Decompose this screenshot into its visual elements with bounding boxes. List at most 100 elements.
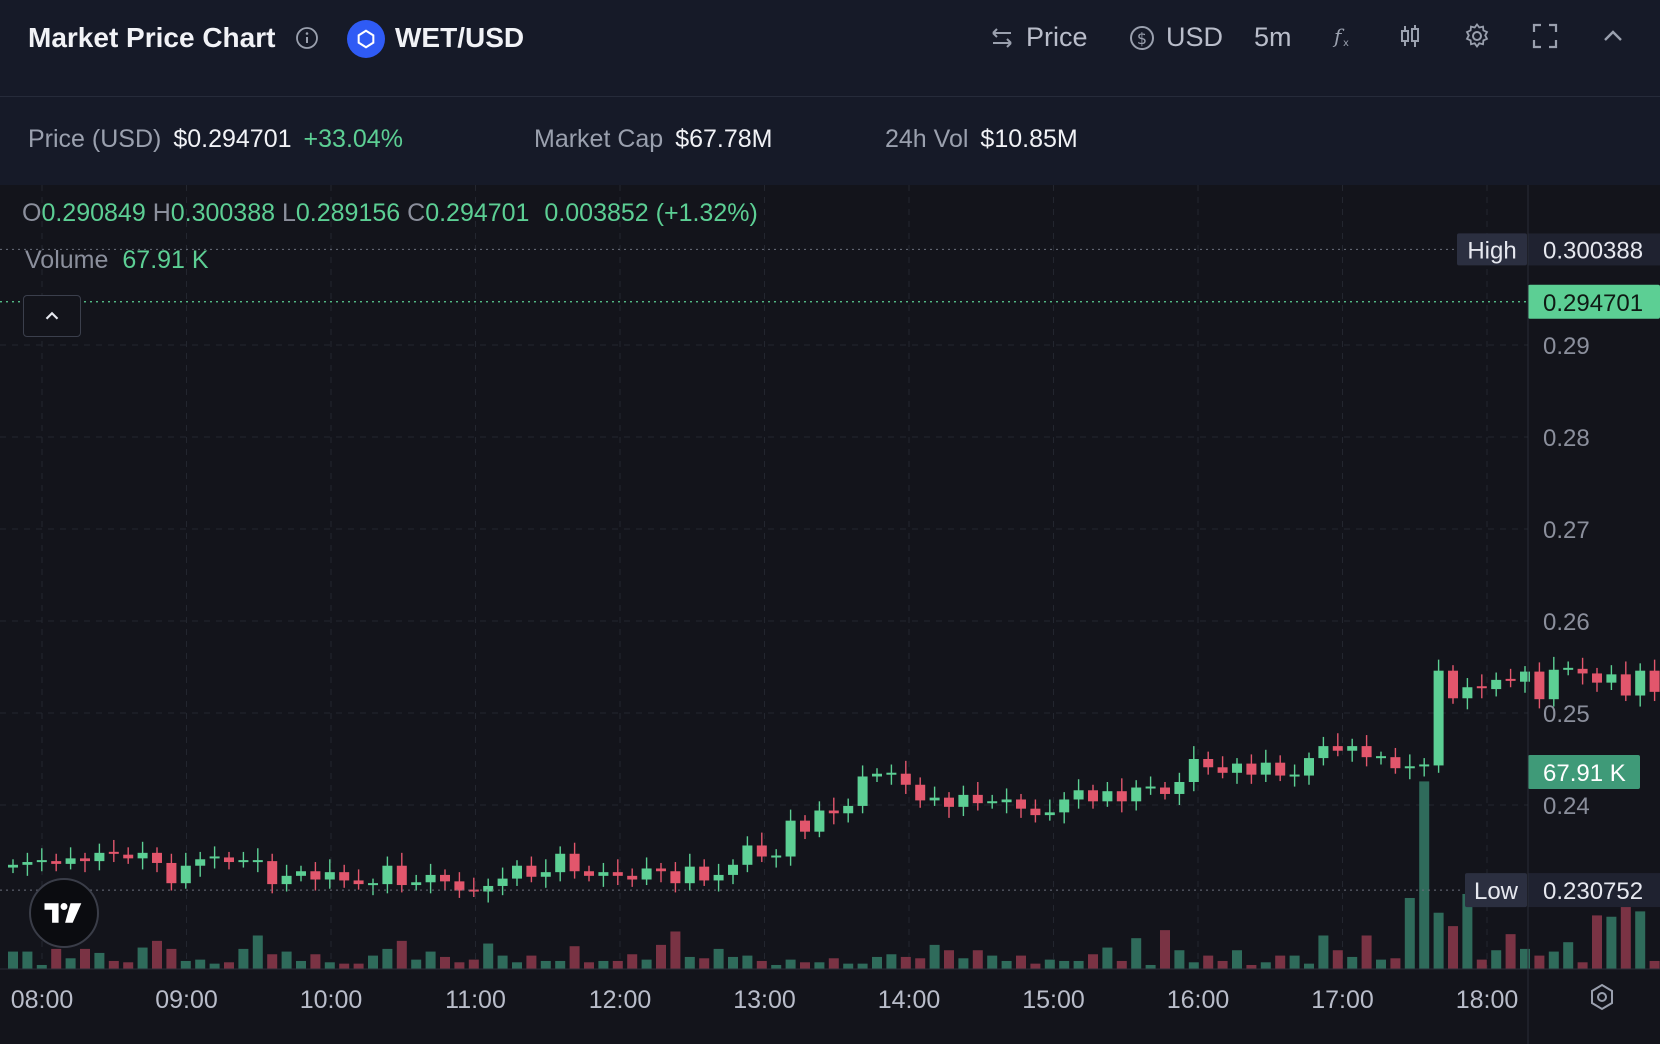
candle-body (1649, 670, 1660, 692)
volume-bar (843, 963, 854, 969)
candle-body (1592, 673, 1602, 683)
candle-body (814, 810, 825, 832)
currency-button[interactable]: $ USD (1128, 22, 1223, 53)
volume-bar (252, 935, 263, 969)
legend-collapse-button[interactable] (23, 295, 81, 337)
pair-label[interactable]: WET/USD (395, 22, 525, 53)
fullscreen-button[interactable] (1531, 22, 1559, 50)
candle-body (1232, 763, 1242, 773)
chart-settings-icon[interactable] (1587, 982, 1617, 1012)
candle-body (1548, 669, 1559, 700)
chevron-up-icon (45, 311, 59, 320)
candle-body (872, 773, 882, 777)
volume-bar (80, 948, 90, 969)
x-tick-label: 17:00 (1311, 986, 1374, 1014)
price-toggle-label: Price (1026, 22, 1088, 52)
volume-bar (468, 959, 479, 969)
candle-body (209, 856, 220, 859)
candle-body (382, 865, 393, 885)
volume-bar (1491, 950, 1502, 969)
candle-type-button[interactable] (1396, 22, 1424, 50)
volume-bar (872, 956, 882, 969)
candle-body (598, 872, 609, 876)
candle-body (1217, 767, 1228, 773)
volume-bar (900, 956, 911, 969)
volume-bar (1649, 960, 1660, 969)
candle-body (944, 797, 954, 807)
volume-bar (1332, 950, 1343, 969)
volume-bar (137, 947, 148, 969)
settings-button[interactable] (1463, 22, 1491, 50)
volume-bar (1088, 954, 1098, 969)
tradingview-logo[interactable] (29, 878, 99, 948)
candle-body (36, 860, 47, 863)
candle-body (425, 874, 436, 883)
candle-body (569, 853, 580, 872)
candle-body (972, 794, 983, 804)
volume-bar (1548, 951, 1559, 969)
volume-bar (483, 943, 494, 969)
volume-bar (1232, 950, 1242, 969)
volume-bar (886, 954, 897, 969)
candle-body (857, 776, 868, 806)
volume-bar (267, 954, 278, 969)
x-tick-label: 18:00 (1456, 986, 1519, 1014)
volume-bar (1448, 926, 1458, 969)
volume-bar (224, 962, 234, 969)
x-tick-label: 12:00 (589, 986, 652, 1014)
volume-bar (771, 964, 782, 969)
volume-bar (684, 956, 695, 969)
candle-body (166, 862, 177, 884)
candle-body (80, 858, 90, 862)
volume-bar (51, 948, 62, 969)
candle-body (800, 820, 810, 832)
svg-text:$: $ (1137, 29, 1147, 48)
collapse-header-button[interactable] (1599, 22, 1627, 50)
candle-body (1318, 746, 1329, 759)
volume-bar (800, 962, 810, 969)
low-label: L (281, 199, 296, 227)
x-tick-label: 16:00 (1167, 986, 1230, 1014)
candle-body (1304, 758, 1314, 776)
y-tick-label: 0.28 (1543, 425, 1590, 452)
chart-area[interactable]: High 0.300388 0.294701 67.91 K Low 0.230752 0… (0, 185, 1660, 1044)
volume-bar (756, 960, 767, 969)
candle-body (267, 861, 278, 885)
volume-bar (699, 958, 710, 969)
volume-bar (1577, 962, 1588, 969)
indicators-button[interactable]: f x (1328, 22, 1356, 50)
volume-bar (8, 951, 18, 969)
volume-value: 67.91 K (122, 246, 209, 274)
volume-bar (440, 956, 450, 969)
candle-body (641, 868, 652, 880)
volume-bar (1102, 947, 1113, 969)
candle-body (1491, 679, 1502, 690)
volume-bar (1520, 948, 1530, 969)
volume-bar (1476, 959, 1487, 969)
chevron-up-icon (1604, 30, 1622, 41)
price-toggle-button[interactable]: Price (988, 22, 1088, 53)
candle-body (886, 772, 897, 775)
candle-body (1246, 763, 1257, 775)
volume-legend: Volume 67.91 K (25, 246, 209, 275)
volume-bar (1246, 964, 1257, 969)
interval-button[interactable]: 5m (1254, 22, 1292, 53)
price-chart[interactable]: High 0.300388 0.294701 67.91 K Low 0.230752 0… (0, 185, 1660, 1044)
volume-bar (713, 948, 724, 969)
volume-bar (1030, 963, 1041, 969)
candle-body (1520, 671, 1530, 682)
x-tick-label: 08:00 (11, 986, 74, 1014)
volume-bar (22, 951, 33, 969)
tradingview-logo-icon (44, 903, 82, 923)
volume-bar (396, 940, 407, 969)
volume-bar (1419, 781, 1430, 969)
candle-body (195, 859, 206, 866)
volume-bar (987, 955, 998, 969)
volume-bar (656, 944, 666, 969)
svg-text:x: x (1343, 38, 1349, 49)
candle-body (828, 810, 839, 814)
volume-bar (742, 955, 753, 969)
interval-label: 5m (1254, 22, 1292, 52)
info-icon[interactable] (295, 26, 319, 50)
volume-bar (526, 955, 537, 969)
